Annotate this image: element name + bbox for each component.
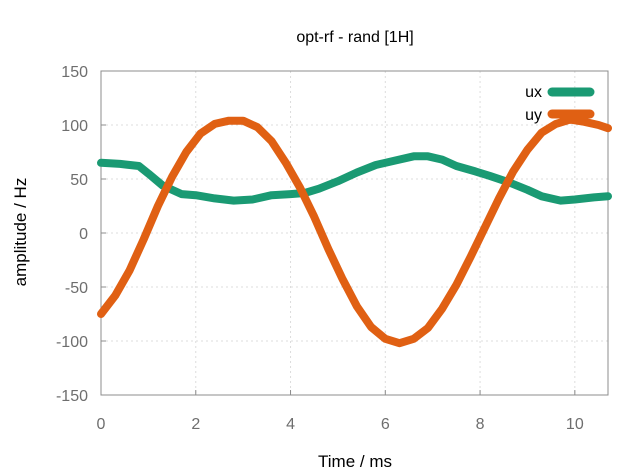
series-group [97, 115, 612, 348]
legend: ux uy [525, 84, 595, 124]
chart-title: opt-rf - rand [1H] [296, 29, 413, 46]
legend-label-ux: ux [525, 84, 542, 101]
y-axis-title: amplitude / Hz [11, 178, 30, 287]
y-tick-label: -150 [56, 388, 88, 405]
x-axis-title: Time / ms [318, 452, 392, 471]
series-line-ux [97, 152, 612, 205]
x-tick-label: 10 [566, 416, 584, 433]
y-tick-label: -100 [56, 334, 88, 351]
y-tick-label: 50 [70, 172, 88, 189]
y-tick-label: 0 [79, 226, 88, 243]
x-tick-label: 4 [286, 416, 295, 433]
x-tick-label: 6 [381, 416, 390, 433]
legend-label-uy: uy [525, 107, 542, 124]
y-tick-label: 100 [61, 118, 88, 135]
x-tick-label: 2 [191, 416, 200, 433]
x-tick-label: 0 [97, 416, 106, 433]
series-line-uy [97, 115, 612, 348]
y-tick-label: 150 [61, 64, 88, 81]
x-tick-label: 8 [476, 416, 485, 433]
y-tick-label: -50 [65, 280, 88, 297]
y-axis: -150 -100 -50 0 50 100 150 [56, 64, 106, 405]
x-axis: 0 2 4 6 8 10 [97, 390, 584, 433]
